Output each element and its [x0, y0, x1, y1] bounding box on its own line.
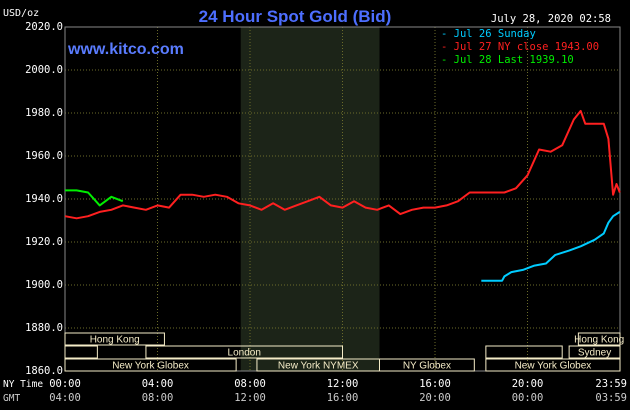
session-bar-label: Hong Kong — [90, 335, 140, 346]
timestamp-text: July 28, 2020 02:58 — [491, 13, 611, 25]
y-unit-label: USD/oz — [3, 8, 39, 19]
session-bars-layer: Hong Kong Hong Kong London Sydney New York G… — [64, 332, 624, 372]
x-tick-label-gmt: 20:00 — [419, 392, 451, 404]
y-tick-label: 1860.0 — [25, 365, 63, 377]
x-tick-label-ny: 04:00 — [142, 378, 174, 390]
session-bar-label: New York NYMEX — [278, 361, 359, 372]
x-tick-label-ny: 16:00 — [419, 378, 451, 390]
x-tick-label-gmt: 03:59 — [595, 392, 627, 404]
x-tick-label-ny: 20:00 — [512, 378, 544, 390]
chart-title: 24 Hour Spot Gold (Bid) — [199, 7, 392, 26]
session-bar-label: NY Globex — [403, 361, 451, 372]
axes-layer: 2020.0 2000.0 1980.0 1960.0 1940.0 1920.0 1900… — [25, 21, 627, 404]
x-tick-label-ny: 00:00 — [49, 378, 81, 390]
session-bar — [64, 332, 165, 346]
highlight-band-layer — [240, 27, 380, 371]
x-tick-label-ny: 12:00 — [327, 378, 359, 390]
x-tick-label-gmt: 16:00 — [327, 392, 359, 404]
x-row-label-gmt: GMT — [3, 393, 20, 404]
session-bar-label: New York Globex — [515, 361, 592, 372]
session-bar — [64, 358, 237, 372]
y-tick-label: 2020.0 — [25, 21, 63, 33]
y-tick-label: 1960.0 — [25, 150, 63, 162]
x-tick-label-gmt: 08:00 — [142, 392, 174, 404]
x-tick-label-gmt: 04:00 — [49, 392, 81, 404]
session-bar — [64, 345, 98, 359]
y-tick-label: 1940.0 — [25, 193, 63, 205]
grid-layer — [64, 26, 621, 372]
y-tick-label: 1920.0 — [25, 236, 63, 248]
session-bar — [577, 332, 621, 346]
watermark-text: www.kitco.com — [67, 41, 184, 58]
session-bar-label: Hong Kong — [574, 335, 624, 346]
y-tick-label: 2000.0 — [25, 64, 63, 76]
x-row-label-ny: NY Time — [3, 379, 43, 390]
session-bar — [485, 345, 563, 359]
session-bar — [485, 358, 621, 372]
series-line-0 — [481, 211, 621, 282]
series-line-2 — [65, 189, 124, 207]
y-tick-label: 1880.0 — [25, 322, 63, 334]
y-tick-label: 1980.0 — [25, 107, 63, 119]
legend-entry: - Jul 27 NY close 1943.00 — [441, 41, 599, 53]
legend-entry: - Jul 28 Last 1939.10 — [441, 54, 574, 66]
session-bar-label: Sydney — [578, 348, 611, 359]
series-layer — [64, 109, 621, 282]
series-line-1 — [64, 109, 621, 220]
legend: - Jul 26 Sunday- Jul 27 NY close 1943.00… — [441, 28, 599, 66]
x-tick-label-ny: 08:00 — [234, 378, 266, 390]
session-bar-label: New York Globex — [112, 361, 189, 372]
session-bar — [145, 345, 343, 359]
x-tick-label-ny: 23:59 — [595, 378, 627, 390]
legend-entry: - Jul 26 Sunday — [441, 28, 536, 40]
session-bar-label: London — [228, 348, 261, 359]
y-tick-label: 1900.0 — [25, 279, 63, 291]
session-bar — [568, 345, 621, 359]
session-bar — [379, 358, 475, 372]
x-tick-label-gmt: 12:00 — [234, 392, 266, 404]
x-tick-label-gmt: 00:00 — [512, 392, 544, 404]
highlight-band — [240, 27, 380, 371]
